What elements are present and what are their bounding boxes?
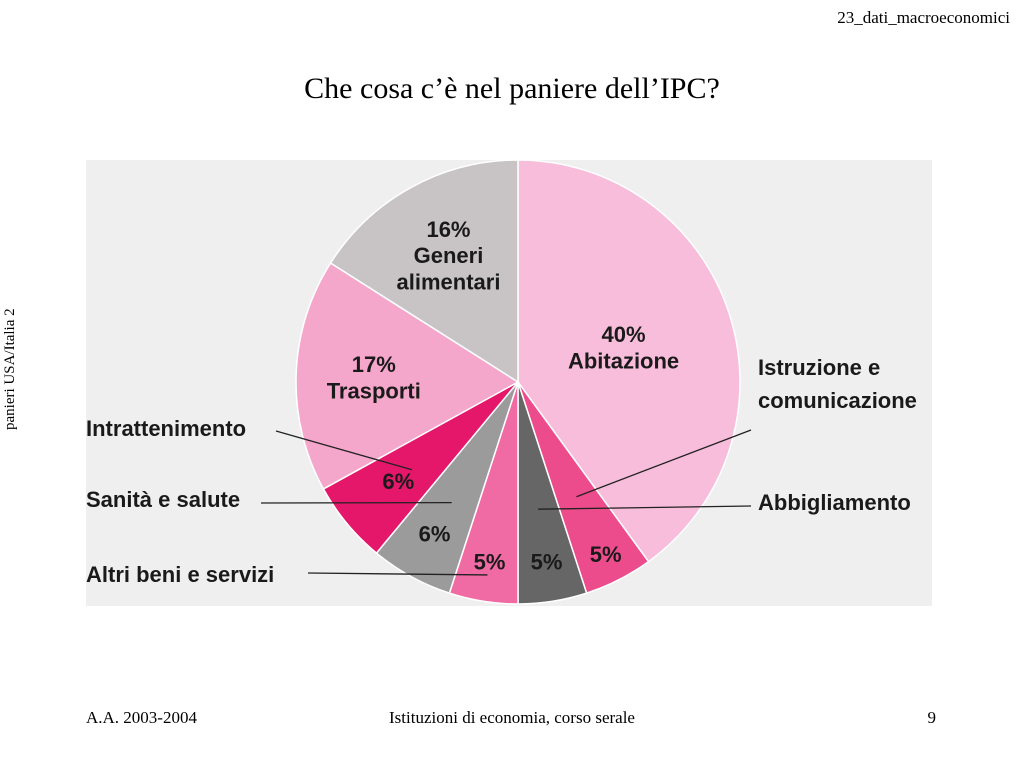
pie-chart-svg: 40% Abitazione 5% 5% 5% 6% 6% 17% Trasporti 16% Ge… (86, 159, 917, 605)
footer-page-number: 9 (927, 708, 937, 727)
slice-label-abbigliamento: 5% (531, 549, 563, 574)
slice-label-istruzione-e-comunicazione: 5% (590, 542, 622, 567)
slice-label-abitazione: 40% Abitazione (568, 322, 679, 373)
callout-line-abbigliamento (538, 505, 752, 510)
pie-chart: 40% Abitazione 5% 5% 5% 6% 6% 17% Trasporti 16% Ge… (86, 159, 932, 606)
callout-label-altri-beni-e-servizi: Altri beni e servizi (86, 562, 274, 587)
file-label: 23_dati_macroeconomici (837, 8, 1010, 27)
footer-academic-year: A.A. 2003-2004 (86, 708, 197, 727)
callout-label-istruzione-e-comunicazione: Istruzione e comunicazione (758, 355, 917, 413)
slice-label-altri-beni-e-servizi: 5% (474, 549, 506, 574)
slice-label-generi-alimentari: 16% Generi alimentari (397, 217, 501, 295)
slice-label-intrattenimento: 6% (382, 469, 414, 494)
callout-line-altri-beni-e-servizi (307, 572, 488, 576)
slice-label-trasporti: 17% Trasporti (327, 352, 421, 403)
callout-label-sanita-e-salute: Sanità e salute (86, 487, 240, 512)
callout-line-istruzione-e-comunicazione (576, 429, 752, 498)
side-label: panieri USA/Italia 2 (2, 308, 18, 430)
pie-slice-trasporti (295, 262, 520, 490)
callout-line-intrattenimento (275, 430, 413, 471)
footer-course: Istituzioni di economia, corso serale (389, 708, 635, 727)
pie-slice-generi-alimentari (329, 159, 519, 384)
callout-label-intrattenimento: Intrattenimento (86, 416, 246, 441)
slice-label-sanita-e-salute: 6% (419, 521, 451, 546)
callout-label-abbigliamento: Abbigliamento (758, 490, 911, 515)
page-title: Che cosa c’è nel paniere dell’IPC? (304, 72, 720, 105)
